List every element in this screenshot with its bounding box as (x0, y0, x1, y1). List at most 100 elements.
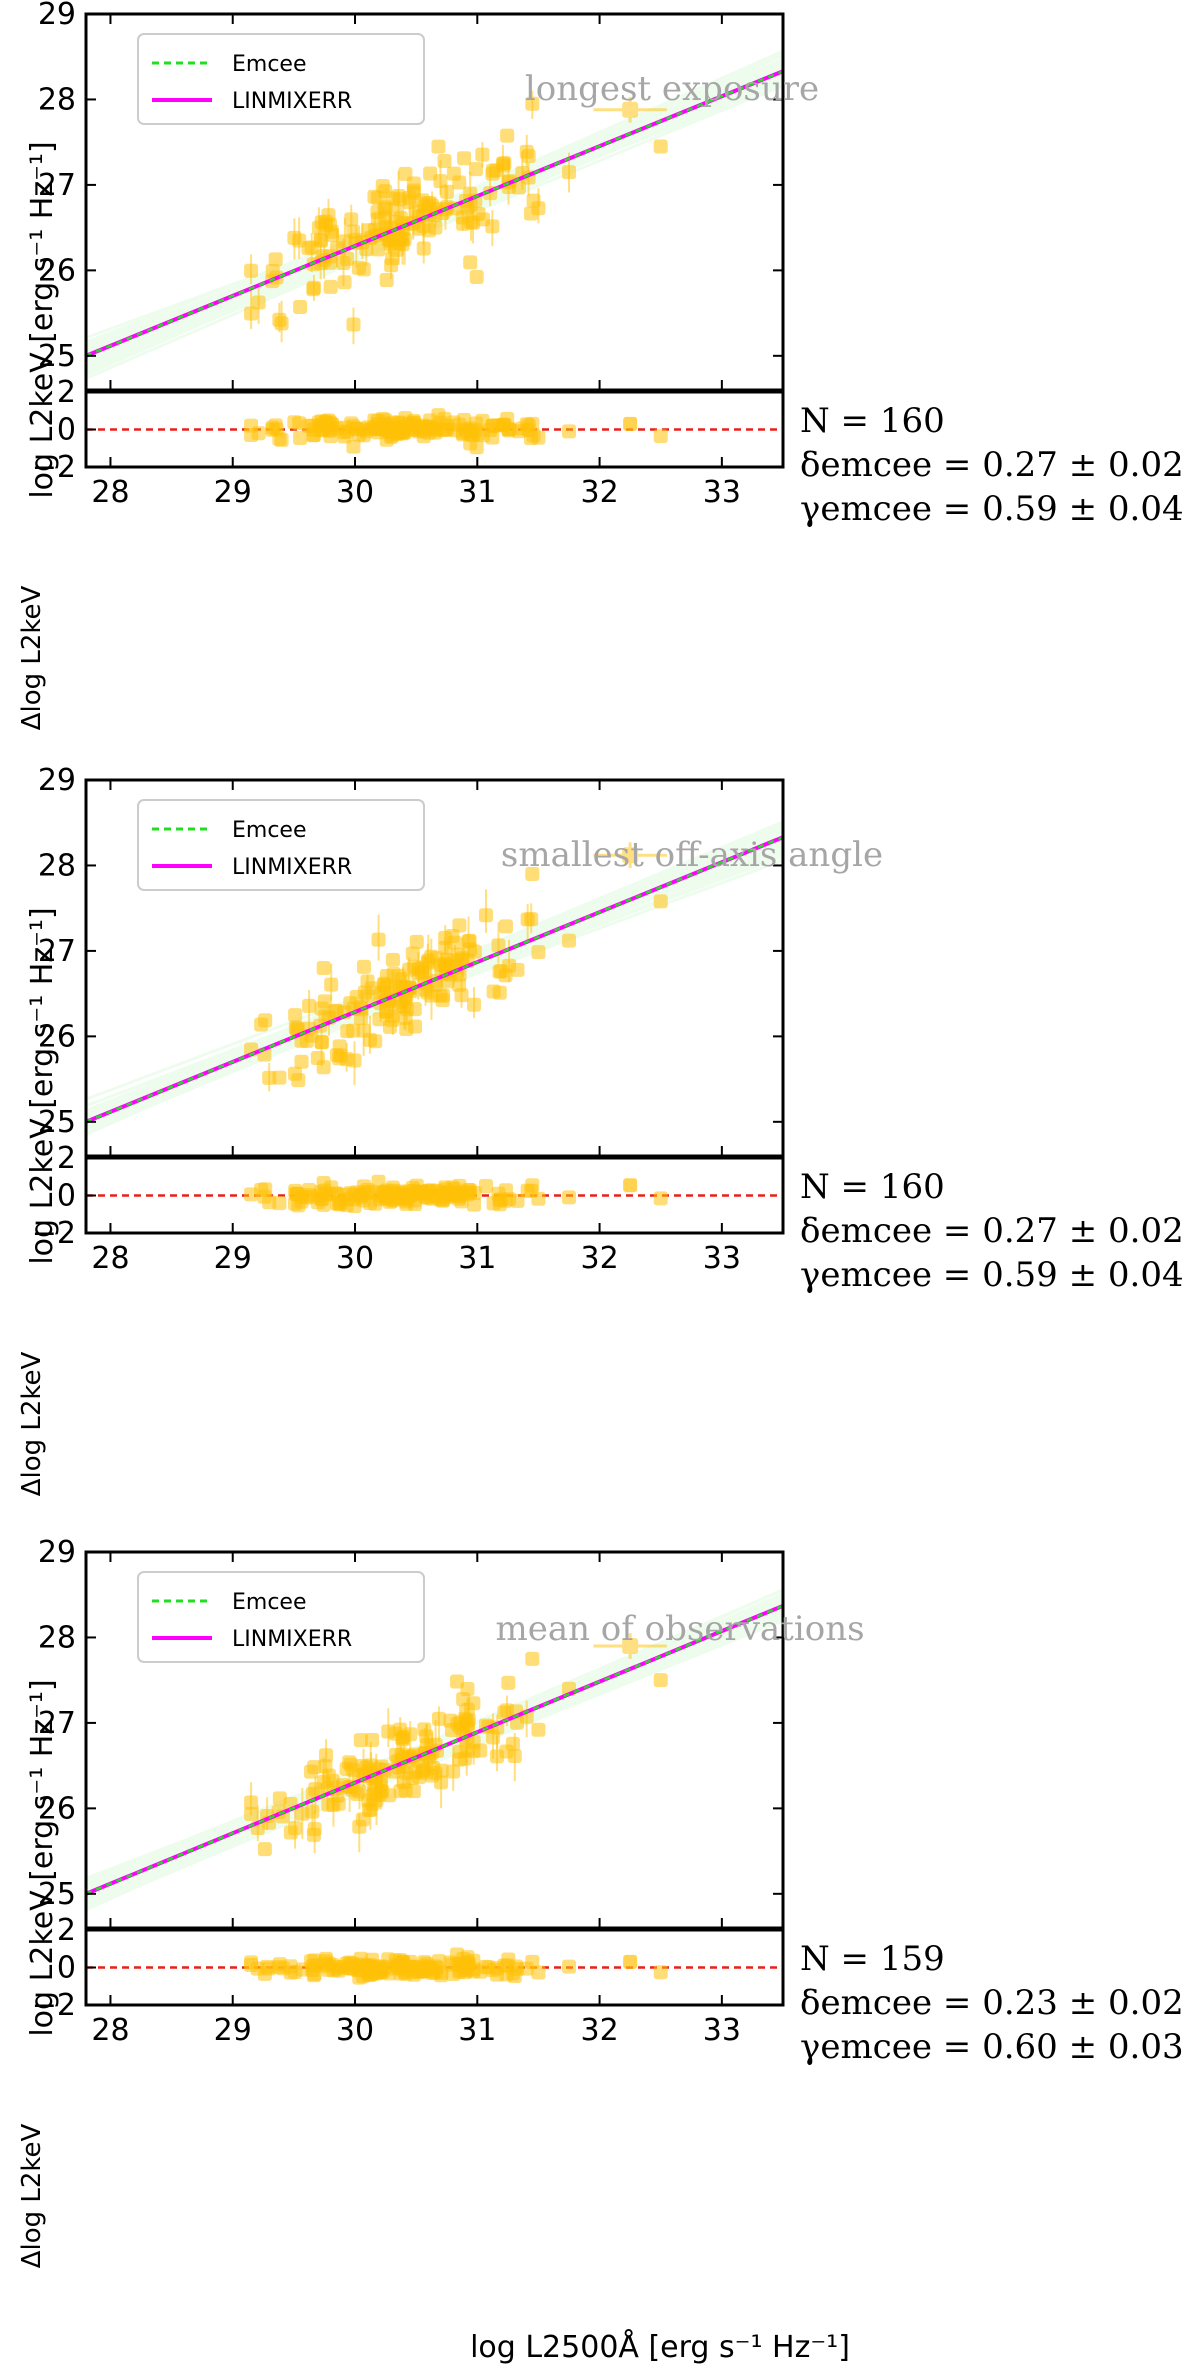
resid-tick-label: 2 (57, 375, 76, 410)
errorbar-point (593, 1633, 667, 1659)
x-tick-label: 31 (458, 1241, 496, 1276)
residual-point (525, 416, 540, 431)
data-point (428, 220, 443, 235)
main-frame (84, 1550, 785, 1930)
x-tick-label: 30 (336, 1241, 374, 1276)
residual-point (524, 431, 539, 446)
data-point (409, 934, 424, 949)
x-tick-label: 31 (458, 475, 496, 510)
data-point (317, 994, 332, 1009)
data-point (316, 1774, 331, 1789)
data-point (524, 206, 539, 221)
data-point (463, 255, 478, 270)
residual-point (471, 426, 486, 441)
stat-n: N = 160 (800, 1167, 945, 1207)
data-point (478, 908, 493, 923)
legend-emcee-label: Emcee (232, 1590, 307, 1615)
x-tick-label: 33 (703, 2013, 741, 2048)
x-tick-label: 32 (580, 1241, 618, 1276)
x-tick-label: 32 (580, 475, 618, 510)
residual-point (509, 1962, 524, 1977)
data-point (386, 191, 401, 206)
data-point (491, 938, 506, 953)
panel-title-1: smallest off-axis angle (501, 835, 883, 875)
data-point (459, 1714, 474, 1729)
residual-point (457, 413, 472, 428)
x-tick-label: 28 (91, 1241, 129, 1276)
ylabel-resid-0: Δlog L2keV (17, 585, 47, 730)
data-point (272, 1070, 287, 1085)
y-tick-label: 26 (38, 1791, 76, 1826)
residual-point (460, 424, 475, 439)
residual-point (385, 1193, 400, 1208)
errorbar-point (593, 96, 667, 123)
data-point (283, 1825, 298, 1840)
y-tick-label: 28 (38, 1620, 76, 1655)
data-point (244, 263, 259, 278)
x-tick-label: 32 (580, 2013, 618, 2048)
data-point (365, 1796, 380, 1811)
data-point (431, 1711, 446, 1726)
errorbar-marker (622, 847, 639, 864)
y-tick-label: 25 (38, 339, 76, 374)
x-tick-label: 29 (214, 2013, 252, 2048)
residual-point (349, 1185, 364, 1200)
stat-gamma: γemcee = 0.60 ± 0.03 (800, 2027, 1184, 2067)
y-tick-label: 28 (38, 82, 76, 117)
data-point (381, 1724, 396, 1739)
data-point (471, 206, 486, 221)
data-point (292, 233, 307, 248)
resid-tick-label: 0 (57, 413, 76, 448)
residual-point (531, 1965, 546, 1980)
data-point (452, 918, 467, 933)
data-point (340, 251, 355, 266)
panel-title-2: mean of observations (495, 1609, 864, 1649)
resid-tick-label: −2 (32, 1216, 76, 1251)
residual-point (292, 416, 307, 431)
residual-point (653, 1965, 668, 1980)
residual-point (486, 1196, 501, 1211)
data-point (370, 212, 385, 227)
residual-point (417, 1960, 432, 1975)
resid-tick-label: 2 (57, 1141, 76, 1176)
data-point (393, 1784, 408, 1799)
legend-2: Emcee LINMIXERR (137, 1571, 425, 1663)
data-point (325, 227, 340, 242)
data-point (287, 1066, 302, 1081)
stat-gamma: γemcee = 0.59 ± 0.04 (800, 1255, 1184, 1295)
residual-point (395, 1955, 410, 1970)
data-point (439, 952, 454, 967)
data-point (353, 1733, 368, 1748)
residual-point (428, 425, 443, 440)
stat-n: N = 160 (800, 401, 945, 441)
data-point (486, 163, 501, 178)
residual-point (653, 1191, 668, 1206)
data-point (494, 963, 509, 978)
residual-point (307, 1967, 322, 1982)
data-point (304, 1764, 319, 1779)
residual-point (244, 427, 259, 442)
residual-point (269, 422, 284, 437)
residual-point (478, 1178, 493, 1193)
data-point (313, 232, 328, 247)
y-tick-label: 27 (38, 168, 76, 203)
residual-point (502, 422, 517, 437)
data-point (311, 220, 326, 235)
data-point (501, 1675, 516, 1690)
data-point (288, 1008, 303, 1023)
resid-tick-label: −2 (32, 1988, 76, 2023)
residual-point (288, 1183, 303, 1198)
y-tick-label: 27 (38, 1706, 76, 1741)
residual-point (438, 1180, 453, 1195)
data-point (375, 179, 390, 194)
data-point (520, 912, 535, 927)
data-point (318, 1759, 333, 1774)
panel-smallest-off-axis-angle: 28 29 30 31 32 33 25 26 27 28 29 −202 (32, 763, 785, 1276)
data-point (294, 1054, 309, 1069)
data-point (365, 1733, 380, 1748)
ylabel-main-2: log L2keV [erg s⁻¹ Hz⁻¹] (25, 1679, 60, 2036)
data-point (351, 260, 366, 275)
data-point (469, 270, 484, 285)
stats-2: N = 159 δemcee = 0.23 ± 0.02 γemcee = 0.… (800, 1939, 1184, 2067)
